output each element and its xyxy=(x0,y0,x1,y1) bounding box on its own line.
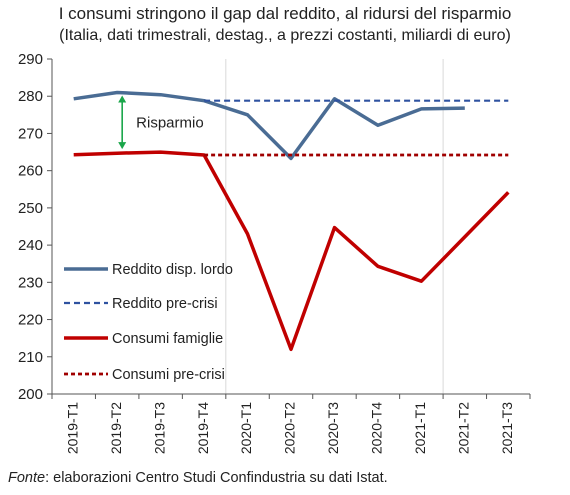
x-tick-label: 2020-T3 xyxy=(325,402,341,454)
x-tick-label: 2019-T3 xyxy=(151,402,167,454)
x-tick-label: 2021-T2 xyxy=(456,402,472,454)
legend-label-1: Reddito disp. lordo xyxy=(112,262,233,278)
y-tick-label: 250 xyxy=(18,200,43,217)
annotation-arrowhead-bottom xyxy=(118,142,127,150)
legend-label-4: Consumi pre-crisi xyxy=(112,367,225,383)
y-tick-label: 240 xyxy=(18,237,43,254)
y-tick-label: 230 xyxy=(18,274,43,291)
source-label: Fonte xyxy=(8,470,46,486)
x-tick-label: 2020-T2 xyxy=(282,402,298,454)
y-tick-label: 210 xyxy=(18,349,43,366)
annotation-arrowhead-top xyxy=(118,95,127,103)
y-tick-label: 200 xyxy=(18,386,43,403)
x-tick-label: 2021-T3 xyxy=(499,402,515,454)
chart-title: I consumi stringono il gap dal reddito, … xyxy=(58,4,512,23)
source-text: : elaborazioni Centro Studi Confindustri… xyxy=(45,470,388,486)
legend-label-2: Reddito pre-crisi xyxy=(112,296,218,312)
x-tick-label: 2019-T2 xyxy=(108,402,124,454)
chart-source: Fonte: elaborazioni Centro Studi Confind… xyxy=(8,470,388,486)
y-tick-label: 280 xyxy=(18,88,43,105)
x-tick-label: 2021-T1 xyxy=(412,402,428,454)
y-tick-label: 290 xyxy=(18,51,43,68)
x-tick-label: 2019-T4 xyxy=(195,402,211,454)
annotation-label: Risparmio xyxy=(136,114,204,131)
x-tick-label: 2020-T1 xyxy=(238,402,254,454)
legend-label-3: Consumi famiglie xyxy=(112,331,223,347)
y-tick-label: 220 xyxy=(18,312,43,329)
y-tick-label: 260 xyxy=(18,163,43,180)
x-tick-label: 2019-T1 xyxy=(64,402,80,454)
series-line-1 xyxy=(73,90,465,161)
chart-subtitle: (Italia, dati trimestrali, destag., a pr… xyxy=(59,27,511,44)
y-tick-label: 270 xyxy=(18,125,43,142)
x-tick-label: 2020-T4 xyxy=(369,402,385,454)
series-line-3 xyxy=(73,150,510,352)
